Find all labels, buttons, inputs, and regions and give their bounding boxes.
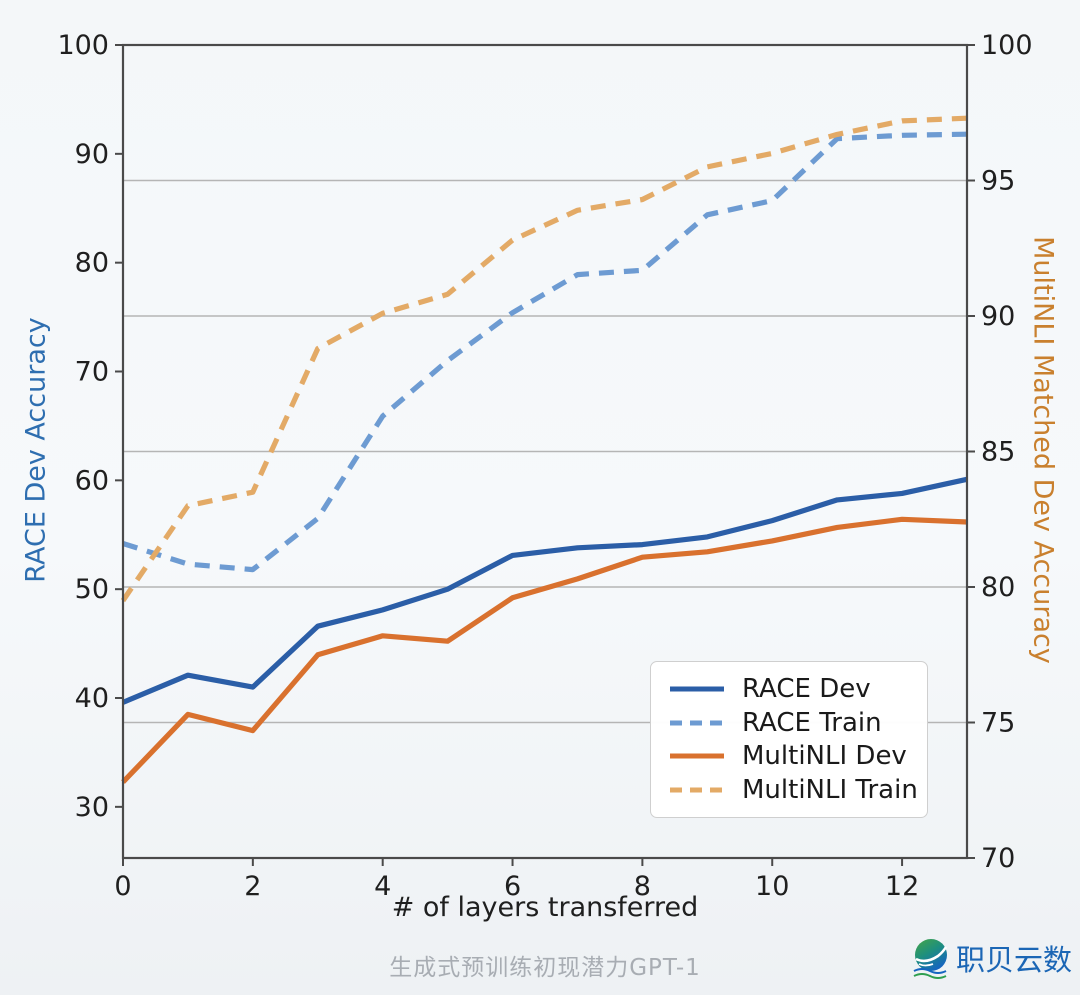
legend-label: MultiNLI Train (742, 775, 918, 806)
race-train-line-swatch (670, 720, 724, 726)
left-y-tick-label: 70 (75, 357, 109, 388)
right-y-tick-label: 85 (981, 437, 1015, 468)
x-tick-label: 8 (634, 871, 651, 902)
right-y-axis-label: MultiNLI Matched Dev Accuracy (1027, 236, 1059, 664)
legend-label: RACE Train (742, 707, 882, 738)
x-tick-label: 2 (244, 871, 261, 902)
x-tick-label: 4 (374, 871, 391, 902)
left-y-tick-label: 60 (75, 465, 109, 496)
right-y-tick-label: 95 (981, 166, 1015, 197)
globe-wave-logo-icon (913, 939, 948, 979)
right-y-tick-label: 90 (981, 301, 1015, 332)
left-y-axis-label: RACE Dev Accuracy (20, 317, 52, 583)
series-line-multinli-dev (121, 516, 968, 784)
left-y-tick-label: 50 (75, 574, 109, 605)
x-tick-label: 0 (114, 871, 131, 902)
watermark: 职贝云数 (910, 936, 1072, 980)
x-tick-label: 12 (885, 871, 919, 902)
x-tick-label: 6 (504, 871, 521, 902)
left-y-tick-label: 100 (57, 30, 109, 61)
left-y-tick-label: 40 (75, 683, 109, 714)
left-y-tick-label: 30 (75, 792, 109, 823)
legend: RACE Dev RACE Train MultiNLI Dev MultiNL… (650, 661, 928, 818)
legend-label: MultiNLI Dev (742, 741, 907, 772)
right-y-tick-label: 75 (981, 708, 1015, 739)
legend-label: RACE Dev (742, 673, 871, 704)
race-dev-line-swatch (670, 686, 724, 692)
series-line-race-train (122, 131, 968, 573)
figure-caption: 生成式预训练初现潜力GPT-1 (389, 955, 701, 981)
watermark-text: 职贝云数 (955, 943, 1072, 977)
multinli-train-line-swatch (670, 787, 724, 793)
series-line-race-dev (121, 476, 968, 705)
legend-item-race-dev: RACE Dev (667, 672, 919, 706)
right-y-tick-label: 80 (981, 572, 1015, 603)
legend-item-multinli-dev: MultiNLI Dev (667, 740, 919, 774)
legend-item-race-train: RACE Train (667, 706, 919, 740)
legend-item-multinli-train: MultiNLI Train (667, 773, 919, 807)
series-line-multinli-train (120, 115, 968, 603)
x-tick-label: 10 (755, 871, 789, 902)
right-y-tick-label: 70 (981, 843, 1015, 874)
multinli-dev-line-swatch (670, 753, 724, 759)
left-y-tick-label: 80 (75, 248, 109, 279)
x-axis-label: # of layers transferred (391, 892, 699, 923)
left-y-tick-label: 90 (75, 139, 109, 170)
right-y-tick-label: 100 (981, 30, 1033, 61)
line-chart: 30 40 50 60 70 80 90 100 70 75 80 85 90 95 100 0 2 4 6 8 10 1… (57, 30, 1033, 902)
